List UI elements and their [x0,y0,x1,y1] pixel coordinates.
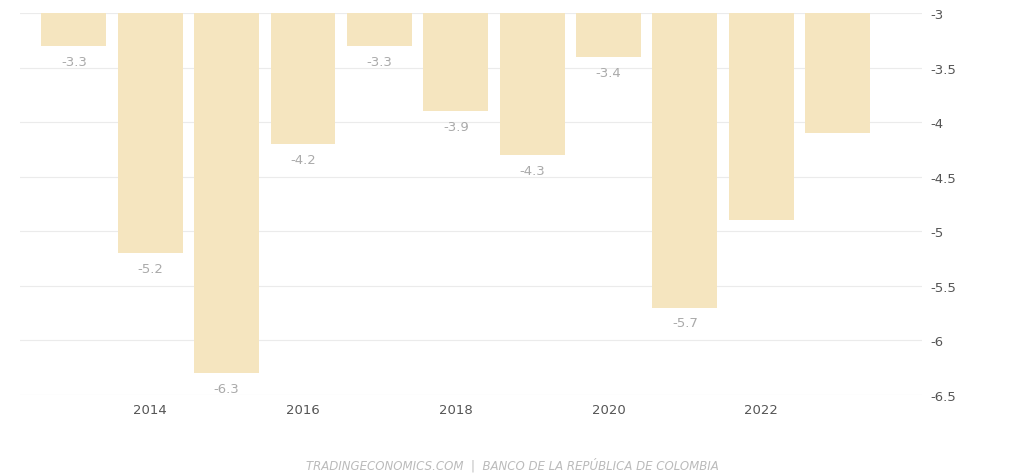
Text: -5.7: -5.7 [672,317,697,330]
Bar [347,0,412,47]
Bar [195,0,259,373]
Bar [729,0,794,221]
Text: -3.4: -3.4 [596,67,622,79]
Text: -3.3: -3.3 [367,56,392,69]
Bar [423,0,488,112]
Bar [118,0,182,254]
Bar [270,0,336,145]
Bar [652,0,718,308]
Bar [42,0,106,47]
Text: -3.9: -3.9 [443,121,469,134]
Text: -4.3: -4.3 [519,164,545,178]
Bar [805,0,870,134]
Text: -3.3: -3.3 [61,56,87,69]
Text: -5.2: -5.2 [137,262,163,275]
Bar [500,0,564,156]
Text: TRADINGECONOMICS.COM  |  BANCO DE LA REPÚBLICA DE COLOMBIA: TRADINGECONOMICS.COM | BANCO DE LA REPÚB… [305,457,719,471]
Bar [577,0,641,58]
Text: -6.3: -6.3 [214,382,240,395]
Text: -4.2: -4.2 [290,154,316,167]
